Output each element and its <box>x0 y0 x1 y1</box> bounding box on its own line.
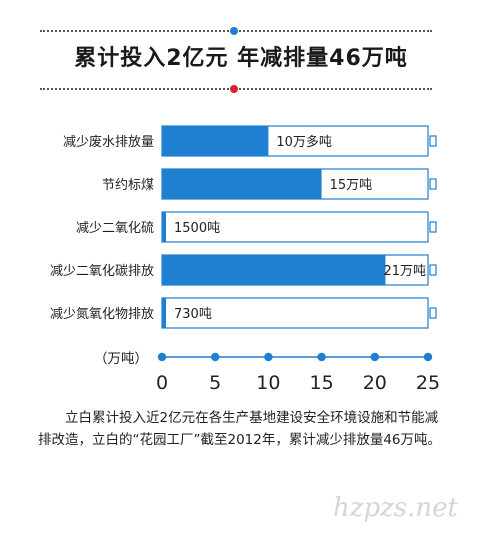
x-tick-dot <box>370 352 379 362</box>
bar-end-cap <box>429 307 437 319</box>
bar <box>162 255 386 285</box>
caption-text: 立白累计投入近2亿元在各生产基地建设安全环境设施和节能减排改造，立白的“花园工厂… <box>38 410 442 448</box>
category-label: 减少氮氧化物排放 <box>50 307 154 322</box>
x-tick-label: 15 <box>310 372 334 394</box>
bottom-dotted-divider <box>40 85 432 93</box>
bar-end-cap <box>429 135 437 147</box>
x-tick-dot <box>211 352 220 362</box>
top-dotted-divider <box>40 27 432 35</box>
x-tick-dot <box>264 352 273 362</box>
divider-dot-red <box>230 85 238 93</box>
x-tick-dot <box>423 352 433 362</box>
x-tick-dot <box>317 352 326 362</box>
divider-dot-blue <box>230 27 238 35</box>
x-tick-label: 0 <box>156 372 168 394</box>
value-label: 1500吨 <box>174 221 220 236</box>
bar <box>162 169 322 199</box>
bar-end-cap <box>429 264 437 276</box>
bar-end-cap <box>429 221 437 233</box>
bar-end-cap <box>429 178 437 190</box>
x-tick-label: 20 <box>363 372 387 394</box>
bar <box>162 298 166 328</box>
x-tick-label: 10 <box>256 372 280 394</box>
value-label: 15万吨 <box>330 178 373 193</box>
x-tick-label: 5 <box>209 372 221 394</box>
category-label: 减少二氧化碳排放 <box>50 264 154 279</box>
value-label: 21万吨 <box>383 264 426 279</box>
category-label: 减少二氧化硫 <box>76 221 154 236</box>
watermark: hzpzs.net <box>333 493 458 523</box>
category-label: 节约标煤 <box>102 178 154 193</box>
bar <box>162 212 166 242</box>
category-label: 减少废水排放量 <box>63 134 154 150</box>
x-tick-label: 25 <box>416 372 440 394</box>
x-tick-dot <box>157 352 167 362</box>
value-label: 730吨 <box>174 307 212 322</box>
bar <box>162 126 269 156</box>
x-axis-unit-label: （万吨） <box>94 351 148 367</box>
bar-track <box>161 211 429 243</box>
page-title: 累计投入2亿元 年减排量46万吨 <box>74 46 408 71</box>
value-label: 10万多吨 <box>276 134 332 150</box>
